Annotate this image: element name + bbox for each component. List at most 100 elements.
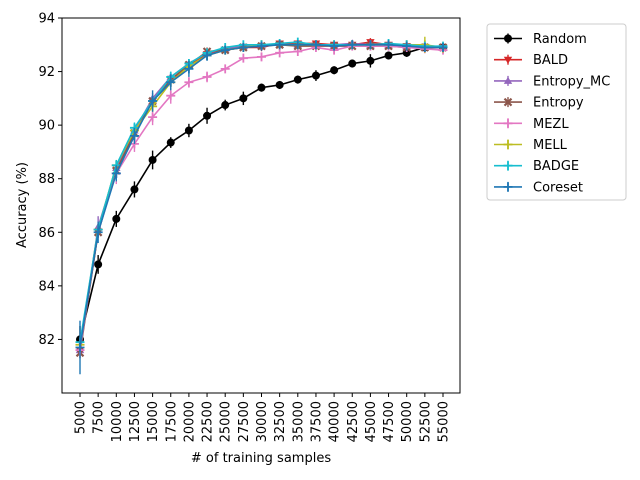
data-point: [203, 111, 212, 120]
y-axis: 82 84 86 88 90 92 94: [38, 12, 62, 348]
data-point: [184, 77, 194, 87]
legend-entry: MELL: [494, 138, 568, 153]
series-line: [79, 45, 444, 351]
x-tick-label: 52500: [418, 401, 433, 442]
legend-entry: Entropy_MC: [494, 74, 610, 89]
x-tick-label: 42500: [346, 401, 361, 442]
data-point: [311, 71, 320, 80]
data-point: [275, 48, 285, 58]
data-point: [148, 155, 157, 164]
data-point: [275, 40, 285, 50]
data-point: [438, 42, 448, 52]
data-point: [348, 59, 357, 68]
data-point: [221, 101, 230, 110]
legend-label: BADGE: [533, 159, 579, 174]
data-point: [148, 96, 158, 106]
legend-entry: Random: [494, 32, 587, 47]
data-point: [112, 214, 121, 223]
data-point: [220, 64, 230, 74]
data-point: [129, 131, 139, 141]
data-point: [384, 51, 393, 60]
data-point: [184, 64, 194, 74]
x-tick-label: 37500: [309, 401, 324, 442]
legend-marker: [503, 76, 513, 84]
y-axis-title: Accuracy (%): [15, 162, 30, 248]
legend-label: Entropy_MC: [533, 74, 610, 89]
x-tick-label: 32500: [273, 401, 288, 442]
x-tick-label: 45000: [364, 401, 379, 442]
data-point: [220, 45, 230, 55]
y-tick-label: 86: [38, 226, 55, 241]
data-point: [75, 342, 85, 352]
x-tick-label: 50000: [400, 401, 415, 442]
legend-entry: BADGE: [494, 159, 579, 174]
data-point: [275, 80, 284, 89]
data-point: [365, 40, 375, 50]
data-point: [94, 260, 103, 269]
legend-label: Coreset: [533, 180, 583, 195]
x-tick-label: 20000: [182, 401, 197, 442]
legend-label: Entropy: [533, 96, 584, 111]
data-point: [420, 42, 430, 52]
data-point: [202, 51, 212, 60]
y-tick-label: 92: [38, 65, 55, 80]
x-tick-label: 25000: [219, 401, 234, 442]
data-point: [130, 185, 139, 194]
legend-entry: MEZL: [494, 117, 569, 132]
data-point: [402, 41, 412, 51]
data-point: [238, 53, 248, 63]
data-point: [93, 227, 103, 237]
x-tick-label: 27500: [237, 401, 252, 442]
legend-marker: [503, 118, 513, 128]
x-tick-label: 17500: [164, 401, 179, 442]
legend: Random BALD Entropy_MC Entropy MEZL MELL BADGE…: [486, 23, 627, 201]
series-random: [76, 43, 447, 353]
data-point: [239, 94, 248, 103]
data-point: [166, 138, 175, 147]
x-tick-label: 47500: [382, 401, 397, 442]
data-point: [330, 66, 339, 75]
x-axis-title: # of training samples: [191, 451, 331, 466]
data-point: [111, 168, 121, 178]
y-tick-label: 94: [38, 12, 55, 27]
y-tick-label: 82: [38, 333, 55, 348]
plot-frame: [61, 17, 461, 394]
series-coreset: [75, 40, 448, 375]
data-point: [257, 52, 266, 62]
x-tick-label: 30000: [255, 401, 270, 442]
x-tick-label: 10000: [110, 401, 125, 442]
data-point: [202, 72, 212, 82]
legend-frame: [486, 23, 627, 201]
legend-marker: [504, 34, 512, 43]
legend-label: Random: [533, 32, 587, 47]
legend-marker: [503, 182, 513, 192]
data-point: [293, 40, 303, 50]
x-tick-label: 12500: [128, 401, 143, 442]
data-point: [293, 75, 302, 84]
x-tick-label: 15000: [146, 401, 161, 442]
legend-label: BALD: [533, 53, 568, 68]
y-tick-label: 88: [38, 172, 55, 187]
legend-marker: [503, 161, 513, 171]
data-point: [166, 77, 176, 87]
legend-marker: [503, 97, 513, 107]
data-point: [184, 126, 193, 135]
legend-label: MELL: [533, 138, 568, 153]
data-point: [311, 40, 321, 50]
legend-entry: BALD: [494, 53, 568, 68]
x-tick-label: 5000: [74, 401, 89, 434]
y-tick-label: 90: [38, 119, 55, 134]
data-point: [257, 41, 266, 51]
y-tick-label: 84: [38, 279, 55, 294]
data-point: [148, 112, 158, 122]
x-axis: 5000 7500 10000 12500 15000 17500 20000 22500 25…: [74, 393, 452, 442]
x-tick-label: 40000: [328, 401, 343, 442]
legend-marker: [503, 140, 513, 149]
data-point: [347, 40, 357, 50]
legend-marker: [503, 56, 513, 64]
data-point: [257, 83, 266, 92]
data-point: [166, 91, 176, 101]
data-point: [329, 41, 339, 51]
legend-label: MEZL: [533, 117, 569, 132]
